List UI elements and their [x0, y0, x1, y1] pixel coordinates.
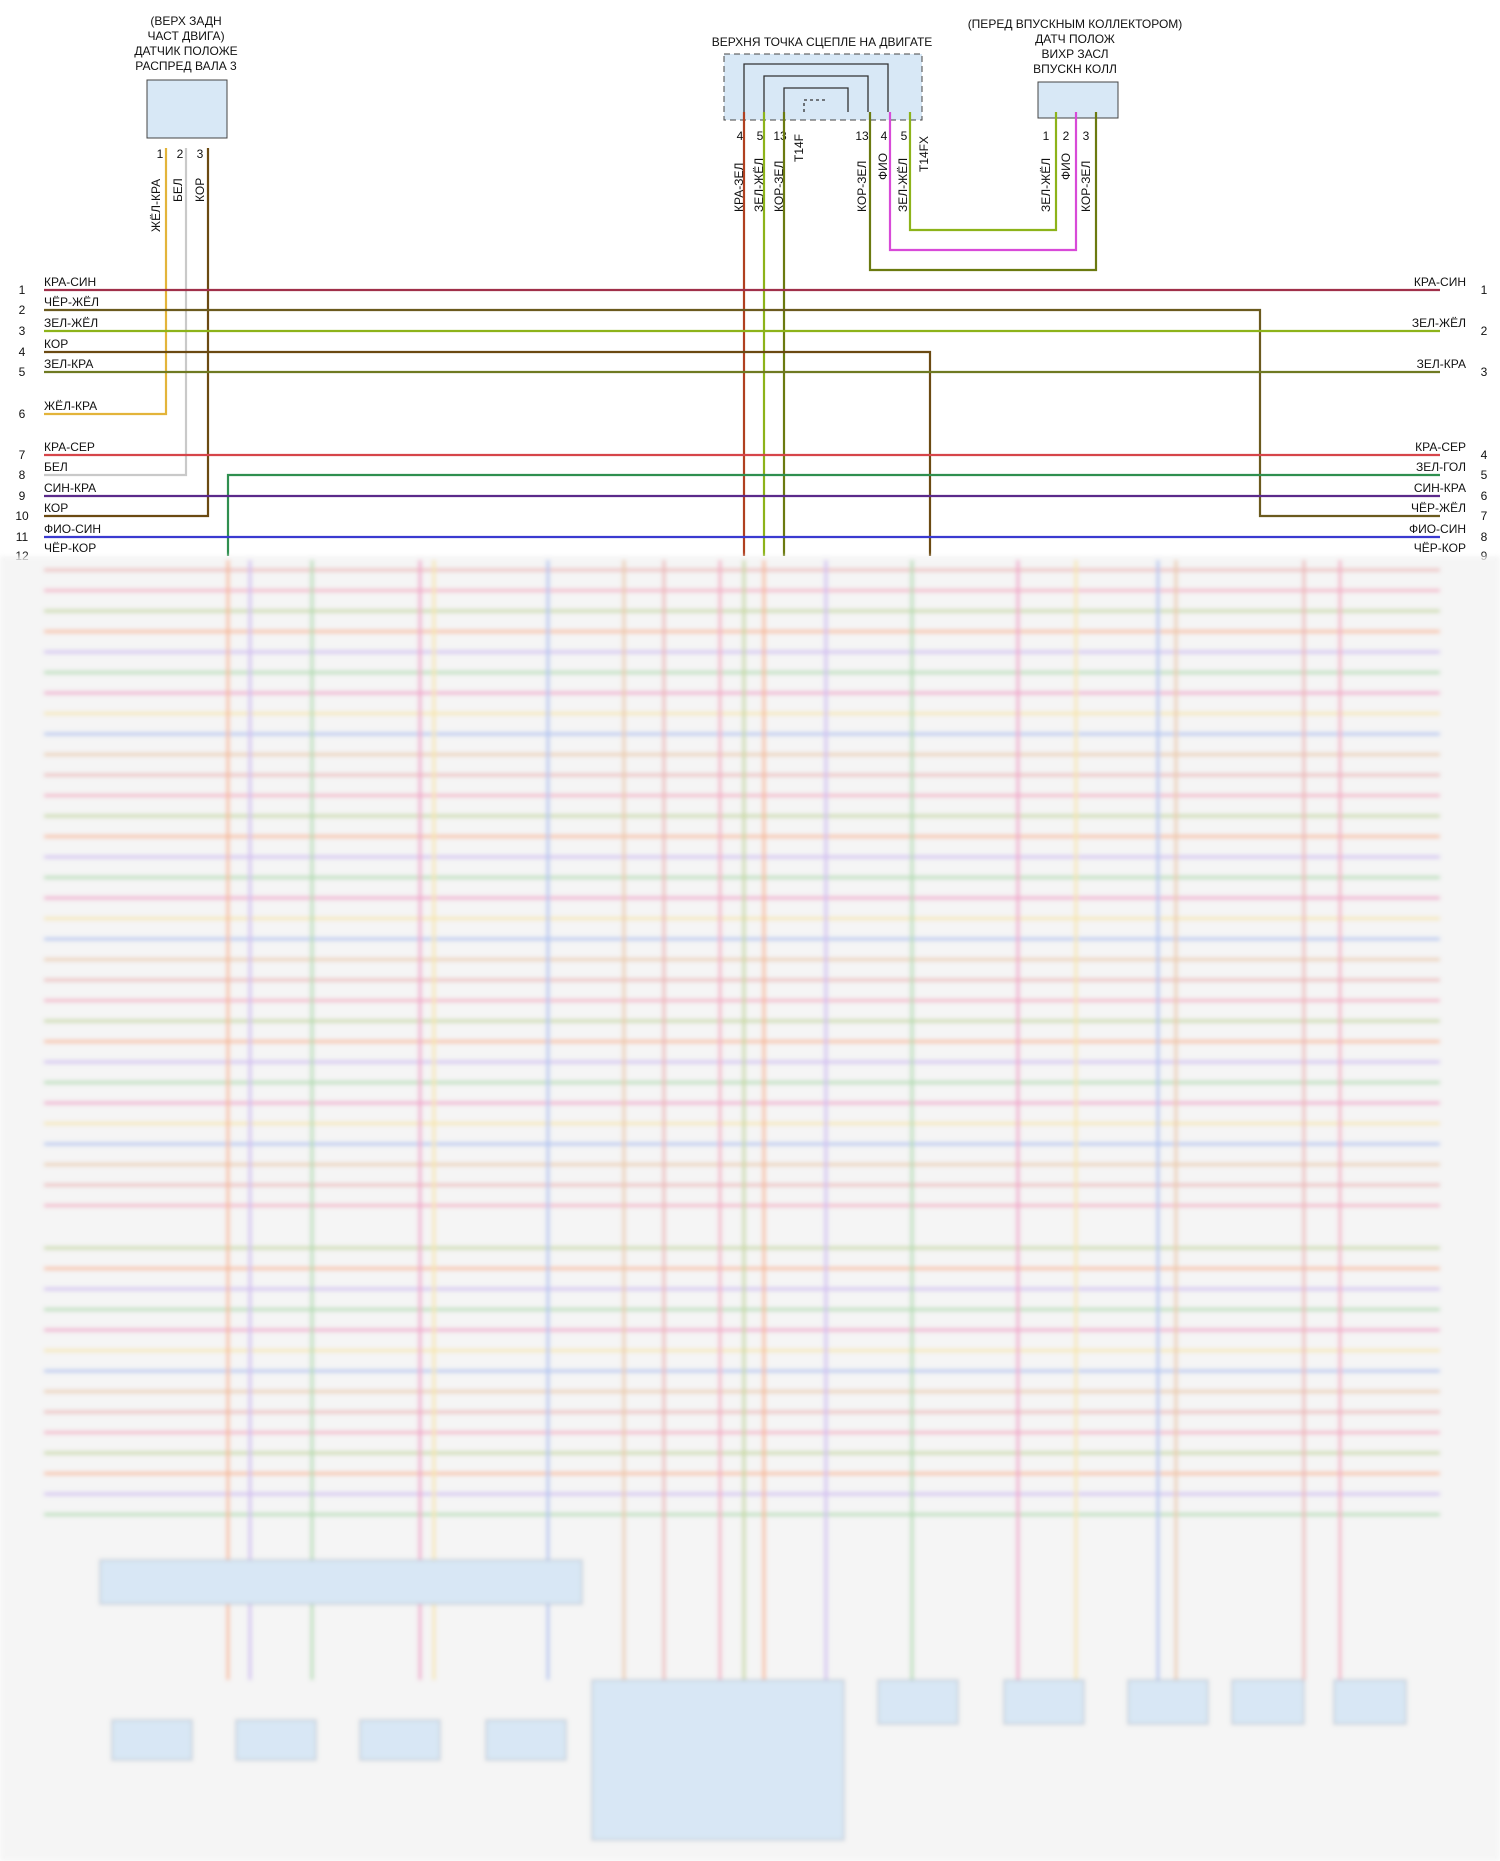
ground-right-pin-4: 4: [881, 129, 888, 143]
left-row-number: 2: [19, 303, 26, 317]
left-row-wire-label: ЖЁЛ-КРА: [44, 399, 97, 413]
ground-left-pin-4: 4: [737, 129, 744, 143]
left-row-number: 5: [19, 365, 26, 379]
right-row-wire-label: ЗЕЛ-КРА: [1417, 357, 1466, 371]
left-row-labels: 1 КРА-СИН 2 ЧЁР-ЖЁЛ 3 ЗЕЛ-ЖЁЛ 4 КОР 5 ЗЕЛ-КРА 6 ЖЁЛ…: [15, 275, 101, 563]
right-row-number: 8: [1481, 530, 1488, 544]
ground-point-box: [723, 53, 923, 121]
left-row-wire-label: ФИО-СИН: [44, 522, 101, 536]
left-row-number: 4: [19, 345, 26, 359]
blur-component-box: [359, 1719, 441, 1761]
ground-right-wire-2: ФИО: [876, 153, 890, 180]
blur-component-box: [1003, 1679, 1085, 1725]
right-row-number: 7: [1481, 509, 1488, 523]
swirl-sensor-wire-1: ЗЕЛ-ЖЁЛ: [1039, 158, 1053, 212]
ground-point-label: ВЕРХНЯ ТОЧКА СЦЕПЛЕ НА ДВИГАТЕ: [712, 35, 933, 49]
left-row-number: 3: [19, 324, 26, 338]
ground-right-wire-3: ЗЕЛ-ЖЁЛ: [896, 158, 910, 212]
right-row-number: 6: [1481, 489, 1488, 503]
left-row-wire-label: СИН-КРА: [44, 481, 96, 495]
right-row-wire-label: ЗЕЛ-ЖЁЛ: [1412, 316, 1466, 330]
left-row-number: 11: [16, 530, 29, 544]
left-row-number: 10: [15, 509, 29, 523]
left-row-wire-label: КОР: [44, 501, 68, 515]
cam-position-sensor: (ВЕРХ ЗАДН ЧАСТ ДВИГА) ДАТЧИК ПОЛОЖЕ РАС…: [134, 14, 237, 232]
left-row-wire-label: ЧЁР-ЖЁЛ: [44, 295, 99, 309]
cam-sensor-pin-3: 3: [197, 147, 204, 161]
swirl-sensor-pin-3: 3: [1083, 129, 1090, 143]
left-row-number: 1: [19, 283, 26, 297]
blur-component-box: [1127, 1679, 1209, 1725]
right-row-number: 1: [1481, 283, 1488, 297]
swirl-sensor-label-4: ВПУСКН КОЛЛ: [1033, 62, 1117, 76]
left-row-number: 8: [19, 468, 26, 482]
right-row-labels: 1 КРА-СИН 2 ЗЕЛ-ЖЁЛ 3 ЗЕЛ-КРА 4 КРА-СЕР 5 ЗЕЛ-ГОЛ…: [1409, 275, 1488, 563]
right-row-wire-label: ЧЁР-КОР: [1414, 541, 1466, 555]
blur-component-box: [485, 1719, 567, 1761]
left-row-wire-label: КРА-СИН: [44, 275, 96, 289]
right-row-wire-label: КРА-СЕР: [1415, 440, 1466, 454]
right-row-wire-label: СИН-КРА: [1414, 481, 1466, 495]
left-row-wire-label: БЕЛ: [44, 460, 68, 474]
blur-connector-strip: [99, 1559, 583, 1605]
swirl-sensor-label-2: ДАТЧ ПОЛОЖ: [1035, 32, 1115, 46]
left-row-wire-label: КРА-СЕР: [44, 440, 95, 454]
ground-left-wire-3: КОР-ЗЕЛ: [772, 161, 786, 212]
right-row-number: 4: [1481, 448, 1488, 462]
vertical-wires: [44, 112, 1440, 556]
blur-background: [0, 556, 1500, 1861]
blur-component-box: [1231, 1679, 1305, 1725]
cam-sensor-pin-2: 2: [177, 147, 184, 161]
swirl-sensor-label-1: (ПЕРЕД ВПУСКНЫМ КОЛЛЕКТОРОМ): [968, 17, 1183, 31]
right-row-number: 2: [1481, 324, 1488, 338]
obscured-lower-diagram: [0, 556, 1500, 1861]
left-row-number: 6: [19, 407, 26, 421]
ground-right-connector: T14FX: [917, 136, 931, 172]
blur-component-box: [591, 1679, 845, 1841]
ground-left-pin-5: 5: [757, 129, 764, 143]
cam-sensor-pin-1: 1: [157, 147, 164, 161]
left-row-wire-label: ЗЕЛ-КРА: [44, 357, 93, 371]
left-row-number: 9: [19, 489, 26, 503]
ground-left-wire-2: ЗЕЛ-ЖЁЛ: [752, 158, 766, 212]
left-row-number: 7: [19, 448, 26, 462]
swirl-flap-sensor: (ПЕРЕД ВПУСКНЫМ КОЛЛЕКТОРОМ) ДАТЧ ПОЛОЖ …: [968, 17, 1183, 212]
blur-component-box: [111, 1719, 193, 1761]
right-row-wire-label: ФИО-СИН: [1409, 522, 1466, 536]
cam-sensor-label-3: ДАТЧИК ПОЛОЖЕ: [134, 44, 237, 58]
right-row-number: 5: [1481, 468, 1488, 482]
swirl-sensor-wire-2: ФИО: [1059, 153, 1073, 180]
blur-component-box: [1333, 1679, 1407, 1725]
left-row-wire-label: КОР: [44, 337, 68, 351]
right-row-wire-label: КРА-СИН: [1414, 275, 1466, 289]
swirl-sensor-box: [1037, 81, 1119, 119]
ground-right-wire-1: КОР-ЗЕЛ: [855, 161, 869, 212]
cam-sensor-wire-3: КОР: [193, 178, 207, 202]
left-row-wire-label: ЧЁР-КОР: [44, 541, 96, 555]
cam-sensor-wire-1: ЖЁЛ-КРА: [149, 179, 163, 232]
swirl-sensor-wire-3: КОР-ЗЕЛ: [1079, 161, 1093, 212]
right-row-wire-label: ЗЕЛ-ГОЛ: [1416, 460, 1466, 474]
right-row-number: 3: [1481, 365, 1488, 379]
left-row-wire-label: ЗЕЛ-ЖЁЛ: [44, 316, 98, 330]
swirl-sensor-pin-2: 2: [1063, 129, 1070, 143]
swirl-sensor-label-3: ВИХР ЗАСЛ: [1041, 47, 1108, 61]
ground-right-pin-5: 5: [901, 129, 908, 143]
bus-lines: [44, 288, 1440, 539]
cam-sensor-label-4: РАСПРЕД ВАЛА 3: [135, 59, 237, 73]
cam-sensor-label-1: (ВЕРХ ЗАДН: [150, 14, 221, 28]
upper-ground-point: ВЕРХНЯ ТОЧКА СЦЕПЛЕ НА ДВИГАТЕ 4 5 13 КР…: [712, 35, 933, 212]
ground-left-wire-1: КРА-ЗЕЛ: [732, 163, 746, 212]
cam-sensor-wire-2: БЕЛ: [171, 178, 185, 202]
swirl-sensor-pin-1: 1: [1043, 129, 1050, 143]
ground-left-connector: T14F: [792, 134, 806, 162]
right-row-wire-label: ЧЁР-ЖЁЛ: [1411, 501, 1466, 515]
cam-sensor-box: [146, 79, 228, 139]
blur-component-box: [235, 1719, 317, 1761]
ground-right-pin-13: 13: [855, 129, 869, 143]
cam-sensor-label-2: ЧАСТ ДВИГА): [147, 29, 224, 43]
blur-component-box: [877, 1679, 959, 1725]
